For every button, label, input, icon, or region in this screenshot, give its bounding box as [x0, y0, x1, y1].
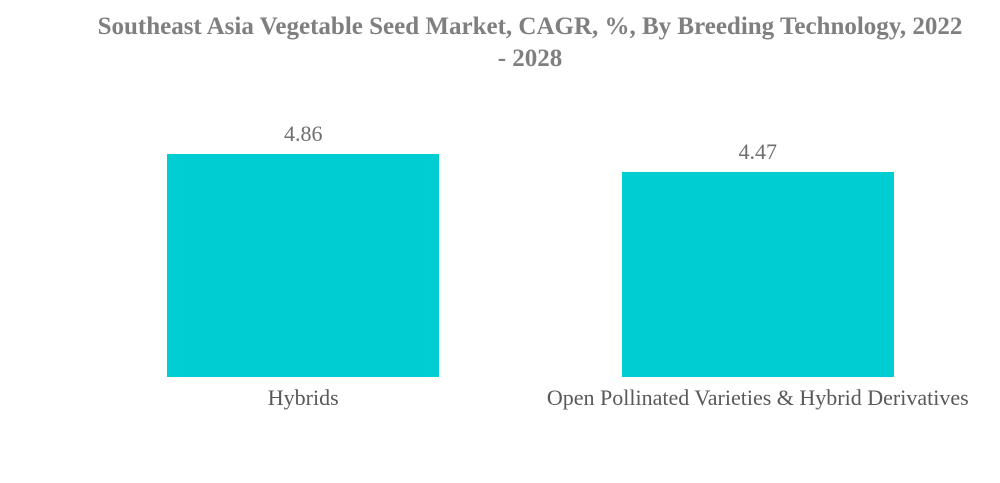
category-label: Hybrids — [267, 385, 339, 410]
plot-area: 4.86 4.47 — [76, 0, 985, 377]
bar — [621, 171, 894, 377]
bar-value-label: 4.47 — [738, 138, 778, 164]
chart-title-line2: - 2028 — [497, 45, 563, 72]
category-axis-labels: Hybrids Open Pollinated Varieties & Hybri… — [76, 384, 985, 411]
chart-title-line1: Southeast Asia Vegetable Seed Market, CA… — [97, 13, 963, 40]
category-label: Open Pollinated Varieties & Hybrid Deriv… — [546, 385, 969, 410]
bar-group: 4.86 — [76, 0, 531, 377]
bar — [167, 154, 440, 377]
chart-title: Southeast Asia Vegetable Seed Market, CA… — [60, 11, 1000, 75]
bar-group: 4.47 — [531, 0, 986, 377]
bar-value-label: 4.86 — [284, 121, 323, 146]
